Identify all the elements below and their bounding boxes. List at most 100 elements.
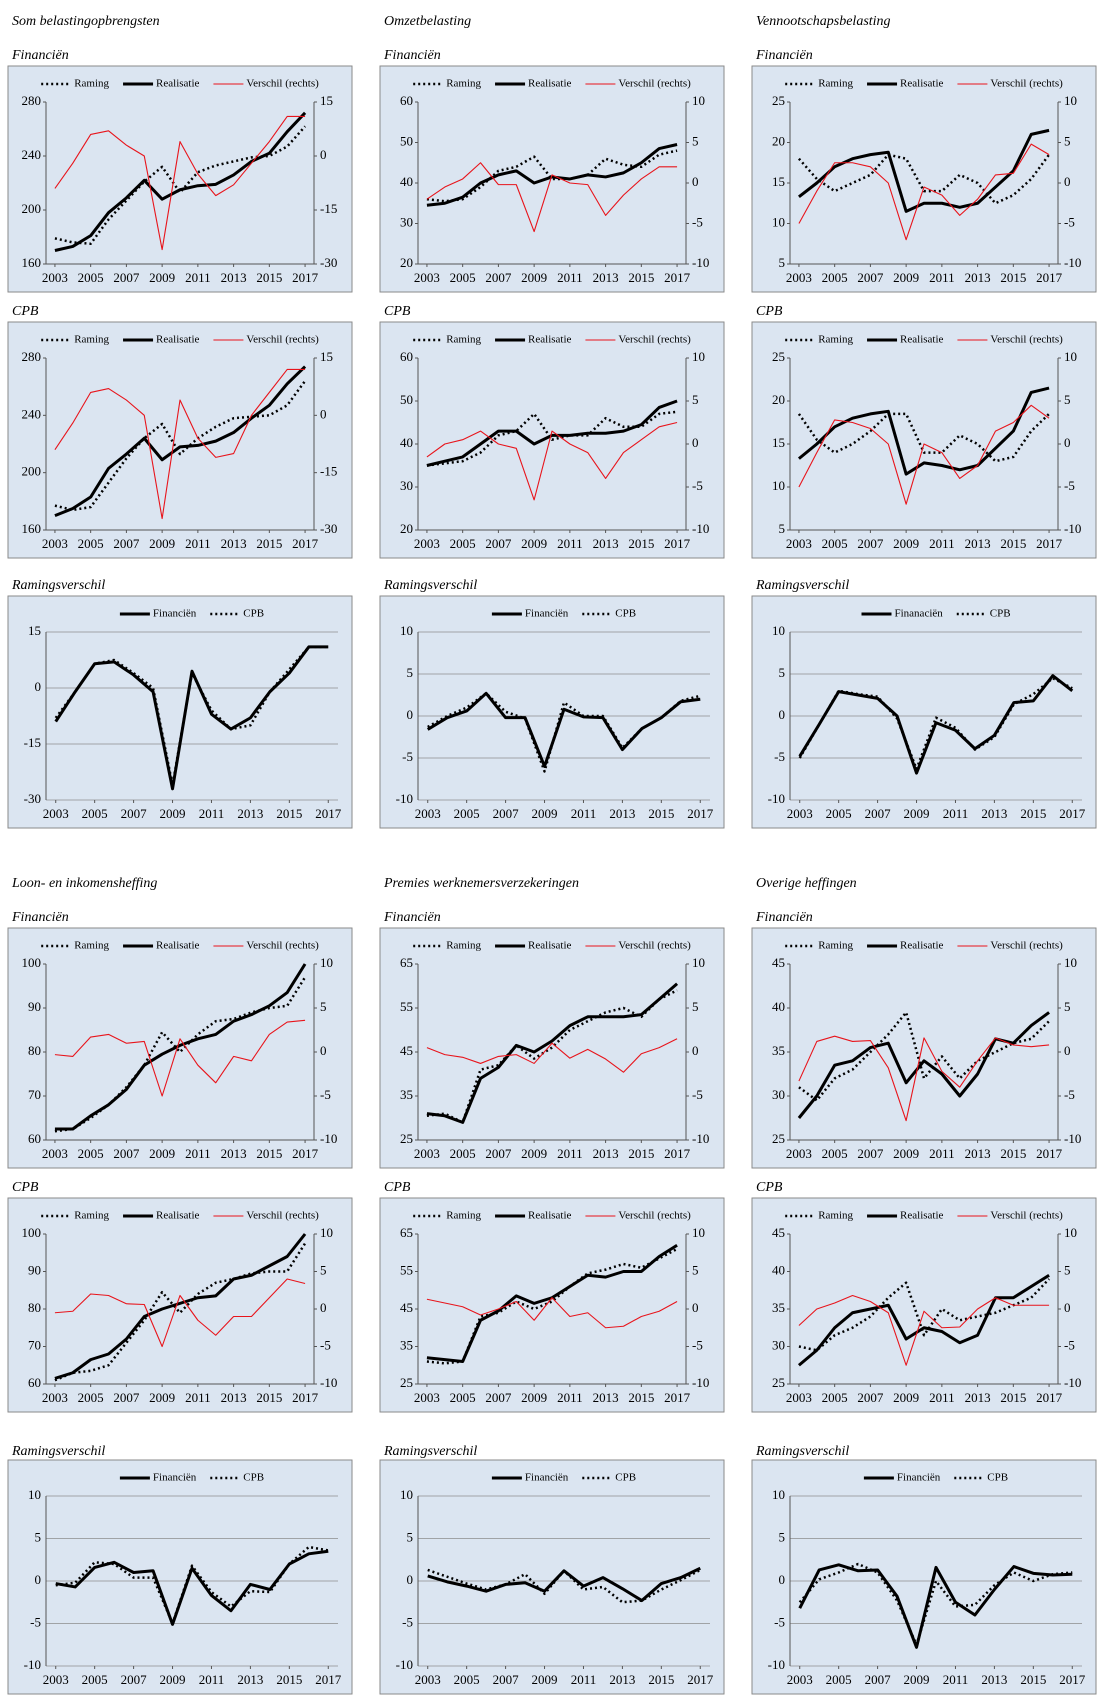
series-line	[798, 128, 1050, 213]
x-tick-label: 2015	[1000, 1146, 1026, 1161]
x-tick-label: 2011	[199, 1672, 225, 1687]
x-tick-label: 2015	[648, 806, 674, 821]
y2-tick-label: -5	[692, 1087, 703, 1102]
x-tick-label: 2017	[1059, 806, 1086, 821]
y2-tick-label: -5	[1064, 1337, 1075, 1352]
x-tick-label: 2005	[822, 536, 848, 551]
plot-panel	[7, 1197, 353, 1413]
series-line	[427, 1568, 701, 1604]
y2-tick-label: -10	[1064, 1375, 1081, 1390]
y2-tick-label: -10	[692, 1375, 709, 1390]
x-tick-label: 2009	[532, 1672, 558, 1687]
x-tick-label: 2011	[943, 806, 969, 821]
y-tick-label: -30	[24, 791, 41, 806]
y-tick-label: 30	[400, 478, 413, 493]
x-tick-label: 2013	[609, 806, 635, 821]
x-tick-label: 2003	[414, 270, 440, 285]
y-tick-label: 45	[400, 1300, 413, 1315]
y-tick-label: 15	[772, 435, 785, 450]
x-tick-label: 2013	[221, 270, 247, 285]
x-tick-label: 2007	[865, 1672, 892, 1687]
y2-tick-label: 5	[1064, 999, 1071, 1014]
y-tick-label: 60	[28, 1131, 41, 1146]
legend-label: Verschil (rechts)	[618, 334, 691, 346]
x-tick-label: 2007	[121, 806, 148, 821]
plot-panel	[751, 1459, 1097, 1695]
y-tick-label: 60	[400, 349, 413, 364]
series-line	[798, 1563, 1073, 1649]
x-tick-label: 2005	[82, 806, 108, 821]
y-tick-label: 55	[400, 1262, 413, 1277]
legend-label: Verschil (rechts)	[246, 1210, 319, 1222]
legend: Financiën CPB	[491, 608, 636, 620]
x-tick-label: 2013	[593, 1390, 619, 1405]
chart-subtitle: CPB	[756, 1180, 783, 1195]
x-tick-label: 2005	[454, 806, 480, 821]
y-tick-label: -10	[24, 1657, 41, 1672]
y2-tick-label: 10	[1064, 349, 1077, 364]
x-tick-label: 2011	[929, 1146, 955, 1161]
x-tick-label: 2005	[78, 1390, 104, 1405]
y-tick-label: 0	[407, 707, 414, 722]
y2-tick-label: -10	[692, 521, 709, 536]
x-tick-label: 2013	[981, 806, 1007, 821]
x-tick-label: 2015	[256, 1390, 282, 1405]
legend: Raming Realisatie Verschil (rechts)	[785, 1210, 1063, 1222]
legend: Financiën CPB	[491, 1472, 636, 1484]
x-tick-label: 2003	[414, 1146, 440, 1161]
legend-label: Realisatie	[900, 1210, 943, 1222]
x-tick-label: 2013	[593, 1146, 619, 1161]
y-tick-label: 240	[22, 406, 42, 421]
x-tick-label: 2011	[557, 270, 583, 285]
y2-tick-label: 5	[692, 392, 699, 407]
x-tick-label: 2013	[965, 536, 991, 551]
y2-tick-label: -15	[320, 464, 337, 479]
x-tick-label: 2009	[160, 1672, 186, 1687]
legend: Raming Realisatie Verschil (rechts)	[41, 940, 319, 952]
y-tick-label: 0	[779, 1572, 786, 1587]
legend-label: CPB	[243, 1472, 264, 1484]
legend-label: CPB	[243, 608, 264, 620]
group-title: Loon- en inkomensheffing	[11, 876, 157, 891]
series-line	[797, 412, 1050, 463]
legend-label: Realisatie	[156, 1210, 199, 1222]
y-tick-label: 10	[28, 1487, 41, 1502]
y-tick-label: 10	[772, 1487, 785, 1502]
x-tick-label: 2005	[822, 270, 848, 285]
y-tick-label: 40	[400, 435, 413, 450]
x-tick-label: 2015	[256, 536, 282, 551]
x-tick-label: 2015	[628, 1390, 654, 1405]
x-tick-label: 2003	[43, 1672, 69, 1687]
y-tick-label: 10	[772, 214, 785, 229]
series-line	[797, 1011, 1050, 1119]
y-tick-label: 20	[400, 521, 413, 536]
plot-panel	[7, 65, 353, 293]
plot-panel	[751, 927, 1097, 1169]
x-tick-label: 2003	[43, 806, 69, 821]
y-tick-label: -10	[396, 1657, 413, 1672]
x-tick-label: 2003	[42, 536, 68, 551]
legend-label: Raming	[74, 334, 109, 346]
legend-label: Financiën	[153, 1472, 197, 1484]
y-tick-label: -15	[24, 735, 41, 750]
x-tick-label: 2007	[113, 1146, 140, 1161]
y-tick-label: 25	[772, 93, 785, 108]
series-line	[54, 1233, 307, 1380]
x-tick-label: 2003	[42, 1146, 68, 1161]
y2-tick-label: -5	[1064, 1087, 1075, 1102]
chart-subtitle: Ramingsverschil	[755, 578, 849, 593]
x-tick-label: 2017	[1036, 270, 1063, 285]
y-tick-label: 100	[22, 1225, 42, 1240]
x-tick-label: 2009	[149, 1146, 175, 1161]
x-tick-label: 2015	[648, 1672, 674, 1687]
y-tick-label: -5	[30, 1614, 41, 1629]
x-tick-label: 2003	[786, 1146, 812, 1161]
x-tick-label: 2005	[78, 270, 104, 285]
y-tick-label: 80	[28, 1043, 41, 1058]
chart-subtitle: Ramingsverschil	[11, 1444, 105, 1459]
x-tick-label: 2009	[160, 806, 186, 821]
x-tick-label: 2007	[113, 1390, 140, 1405]
legend: Raming Realisatie Verschil (rechts)	[413, 78, 691, 90]
x-tick-label: 2017	[1036, 1390, 1063, 1405]
y-tick-label: 45	[772, 955, 785, 970]
